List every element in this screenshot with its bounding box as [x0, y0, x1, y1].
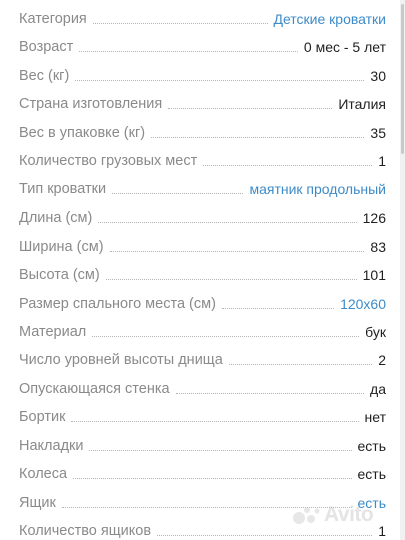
spec-value: 0 мес - 5 лет: [303, 39, 386, 55]
spec-label: Тип кроватки: [19, 181, 107, 197]
dotted-leader: [61, 507, 352, 508]
spec-value: 35: [370, 125, 386, 141]
spec-row: Количество грузовых мест 1: [19, 142, 386, 170]
spec-value: нет: [364, 409, 386, 425]
spec-row: Опускающаяся стенка да: [19, 370, 386, 398]
spec-row: Ящик есть: [19, 484, 386, 512]
spec-value-link[interactable]: есть: [357, 495, 387, 511]
spec-value: 1: [378, 153, 386, 169]
spec-row: Колеса есть: [19, 455, 386, 483]
spec-label: Ящик: [19, 495, 56, 511]
dotted-leader: [203, 165, 373, 166]
spec-row: Число уровней высоты днища 2: [19, 341, 386, 369]
avito-logo-icon: [292, 504, 322, 526]
spec-label: Количество грузовых мест: [19, 153, 198, 169]
dotted-leader: [175, 393, 365, 394]
dotted-leader: [73, 478, 352, 479]
scrollbar[interactable]: [400, 0, 405, 540]
spec-row: Вес в упаковке (кг) 35: [19, 114, 386, 142]
spec-label: Высота (см): [19, 267, 100, 283]
spec-value: 30: [370, 68, 386, 84]
scrollbar-thumb[interactable]: [401, 4, 404, 154]
dotted-leader: [98, 222, 357, 223]
dotted-leader: [221, 308, 335, 309]
spec-value: 101: [362, 267, 386, 283]
dotted-leader: [157, 535, 373, 536]
spec-value: бук: [365, 324, 386, 340]
spec-row: Накладки есть: [19, 427, 386, 455]
spec-label: Материал: [19, 324, 87, 340]
spec-label: Страна изготовления: [19, 96, 163, 112]
spec-row: Размер спального места (см) 120х60: [19, 285, 386, 313]
spec-value-link[interactable]: Детские кроватки: [273, 11, 387, 27]
spec-label: Количество ящиков: [19, 523, 152, 539]
dotted-leader: [79, 51, 298, 52]
spec-value: 2: [378, 352, 386, 368]
dotted-leader: [112, 193, 244, 194]
spec-label: Колеса: [19, 466, 68, 482]
spec-label: Длина (см): [19, 210, 93, 226]
dotted-leader: [228, 364, 373, 365]
dotted-leader: [75, 80, 365, 81]
spec-label: Вес в упаковке (кг): [19, 125, 146, 141]
spec-label: Опускающаяся стенка: [19, 381, 170, 397]
spec-row: Длина (см) 126: [19, 199, 386, 227]
dotted-leader: [92, 23, 268, 24]
spec-value: 126: [362, 210, 386, 226]
spec-value: есть: [357, 466, 387, 482]
spec-row: Материал бук: [19, 313, 386, 341]
spec-row: Тип кроватки маятник продольный: [19, 170, 386, 198]
spec-value: да: [370, 381, 386, 397]
watermark: Avito: [292, 502, 374, 528]
dotted-leader: [168, 108, 333, 109]
spec-label: Возраст: [19, 39, 74, 55]
spec-label: Ширина (см): [19, 239, 104, 255]
spec-row: Бортик нет: [19, 398, 386, 426]
spec-label: Вес (кг): [19, 68, 70, 84]
spec-row: Страна изготовления Италия: [19, 85, 386, 113]
spec-row: Количество ящиков 1: [19, 512, 386, 540]
dotted-leader: [105, 279, 357, 280]
spec-label: Категория: [19, 11, 87, 27]
spec-value: 1: [378, 523, 386, 539]
spec-value-link[interactable]: 120х60: [340, 296, 386, 312]
dotted-leader: [89, 450, 352, 451]
spec-value-link[interactable]: маятник продольный: [249, 181, 386, 197]
spec-label: Число уровней высоты днища: [19, 352, 223, 368]
spec-label: Накладки: [19, 438, 84, 454]
spec-row: Ширина (см) 83: [19, 228, 386, 256]
dotted-leader: [109, 251, 365, 252]
watermark-text: Avito: [324, 503, 374, 526]
spec-value: Италия: [338, 96, 386, 112]
spec-row: Вес (кг) 30: [19, 57, 386, 85]
spec-row: Возраст 0 мес - 5 лет: [19, 28, 386, 56]
spec-value: есть: [357, 438, 387, 454]
spec-row: Высота (см) 101: [19, 256, 386, 284]
dotted-leader: [92, 336, 360, 337]
dotted-leader: [151, 137, 365, 138]
dotted-leader: [71, 421, 359, 422]
spec-label: Размер спального места (см): [19, 296, 216, 312]
spec-label: Бортик: [19, 409, 66, 425]
spec-row: Категория Детские кроватки: [19, 0, 386, 28]
spec-value: 83: [370, 239, 386, 255]
